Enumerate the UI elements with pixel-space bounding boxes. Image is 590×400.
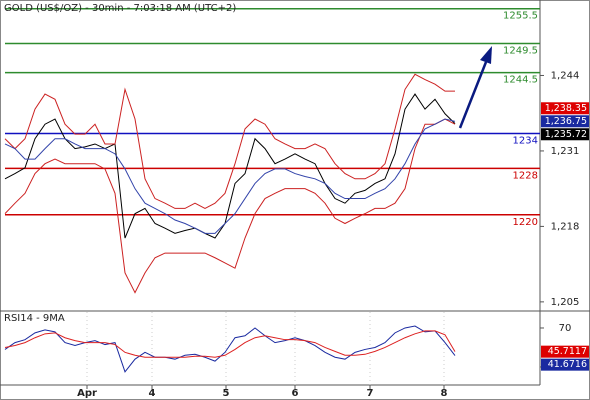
- x-tick-label: 5: [223, 388, 230, 399]
- level-label: 1220: [513, 217, 538, 228]
- plots: 1,244 1,231 1,218 1,205 1255.5 1249.5 1244.5 12…: [4, 7, 589, 399]
- price-label: 1,238.35: [545, 103, 587, 114]
- level-label: 1234: [513, 136, 538, 147]
- price-label-box: [541, 102, 589, 115]
- series-line: [4, 118, 456, 294]
- series-line: [4, 330, 456, 358]
- y-tick-label: 1,218: [551, 221, 580, 232]
- y-tick-label: 70: [559, 323, 572, 334]
- x-tick-label: 7: [367, 388, 374, 399]
- price-label-box: [541, 358, 589, 371]
- price-label-box: [541, 345, 589, 358]
- arrow-head: [480, 46, 492, 64]
- price-label: 41.6716: [548, 359, 587, 370]
- series-line: [4, 73, 455, 209]
- price-label: 1,235.72: [545, 129, 587, 140]
- price-label-box: [541, 128, 589, 141]
- price-label: 45.7117: [548, 346, 587, 357]
- x-tick-label: Apr: [77, 388, 97, 399]
- y-tick-label: 1,244: [551, 70, 580, 81]
- y-tick-label: 1,231: [551, 146, 580, 157]
- x-tick-label: 6: [292, 388, 299, 399]
- price-label: 1,236.75: [545, 116, 587, 127]
- level-label: 1255.5: [503, 11, 538, 22]
- level-label: 1228: [513, 170, 538, 181]
- projection-arrow: [458, 61, 488, 129]
- series-line: [4, 93, 456, 239]
- price-label-box: [541, 115, 589, 128]
- level-label: 1244.5: [503, 75, 538, 86]
- rsi-title: RSI14 - 9MA: [4, 313, 65, 324]
- level-label: 1249.5: [503, 46, 538, 57]
- x-tick-label: 4: [149, 388, 156, 399]
- y-tick-label: 1,205: [551, 297, 580, 308]
- chart-title: GOLD (US$/OZ) - 30min - 7:03:18 AM (UTC+…: [4, 3, 236, 14]
- series-line: [4, 118, 456, 234]
- series-line: [4, 325, 456, 373]
- x-tick-label: 8: [441, 388, 448, 399]
